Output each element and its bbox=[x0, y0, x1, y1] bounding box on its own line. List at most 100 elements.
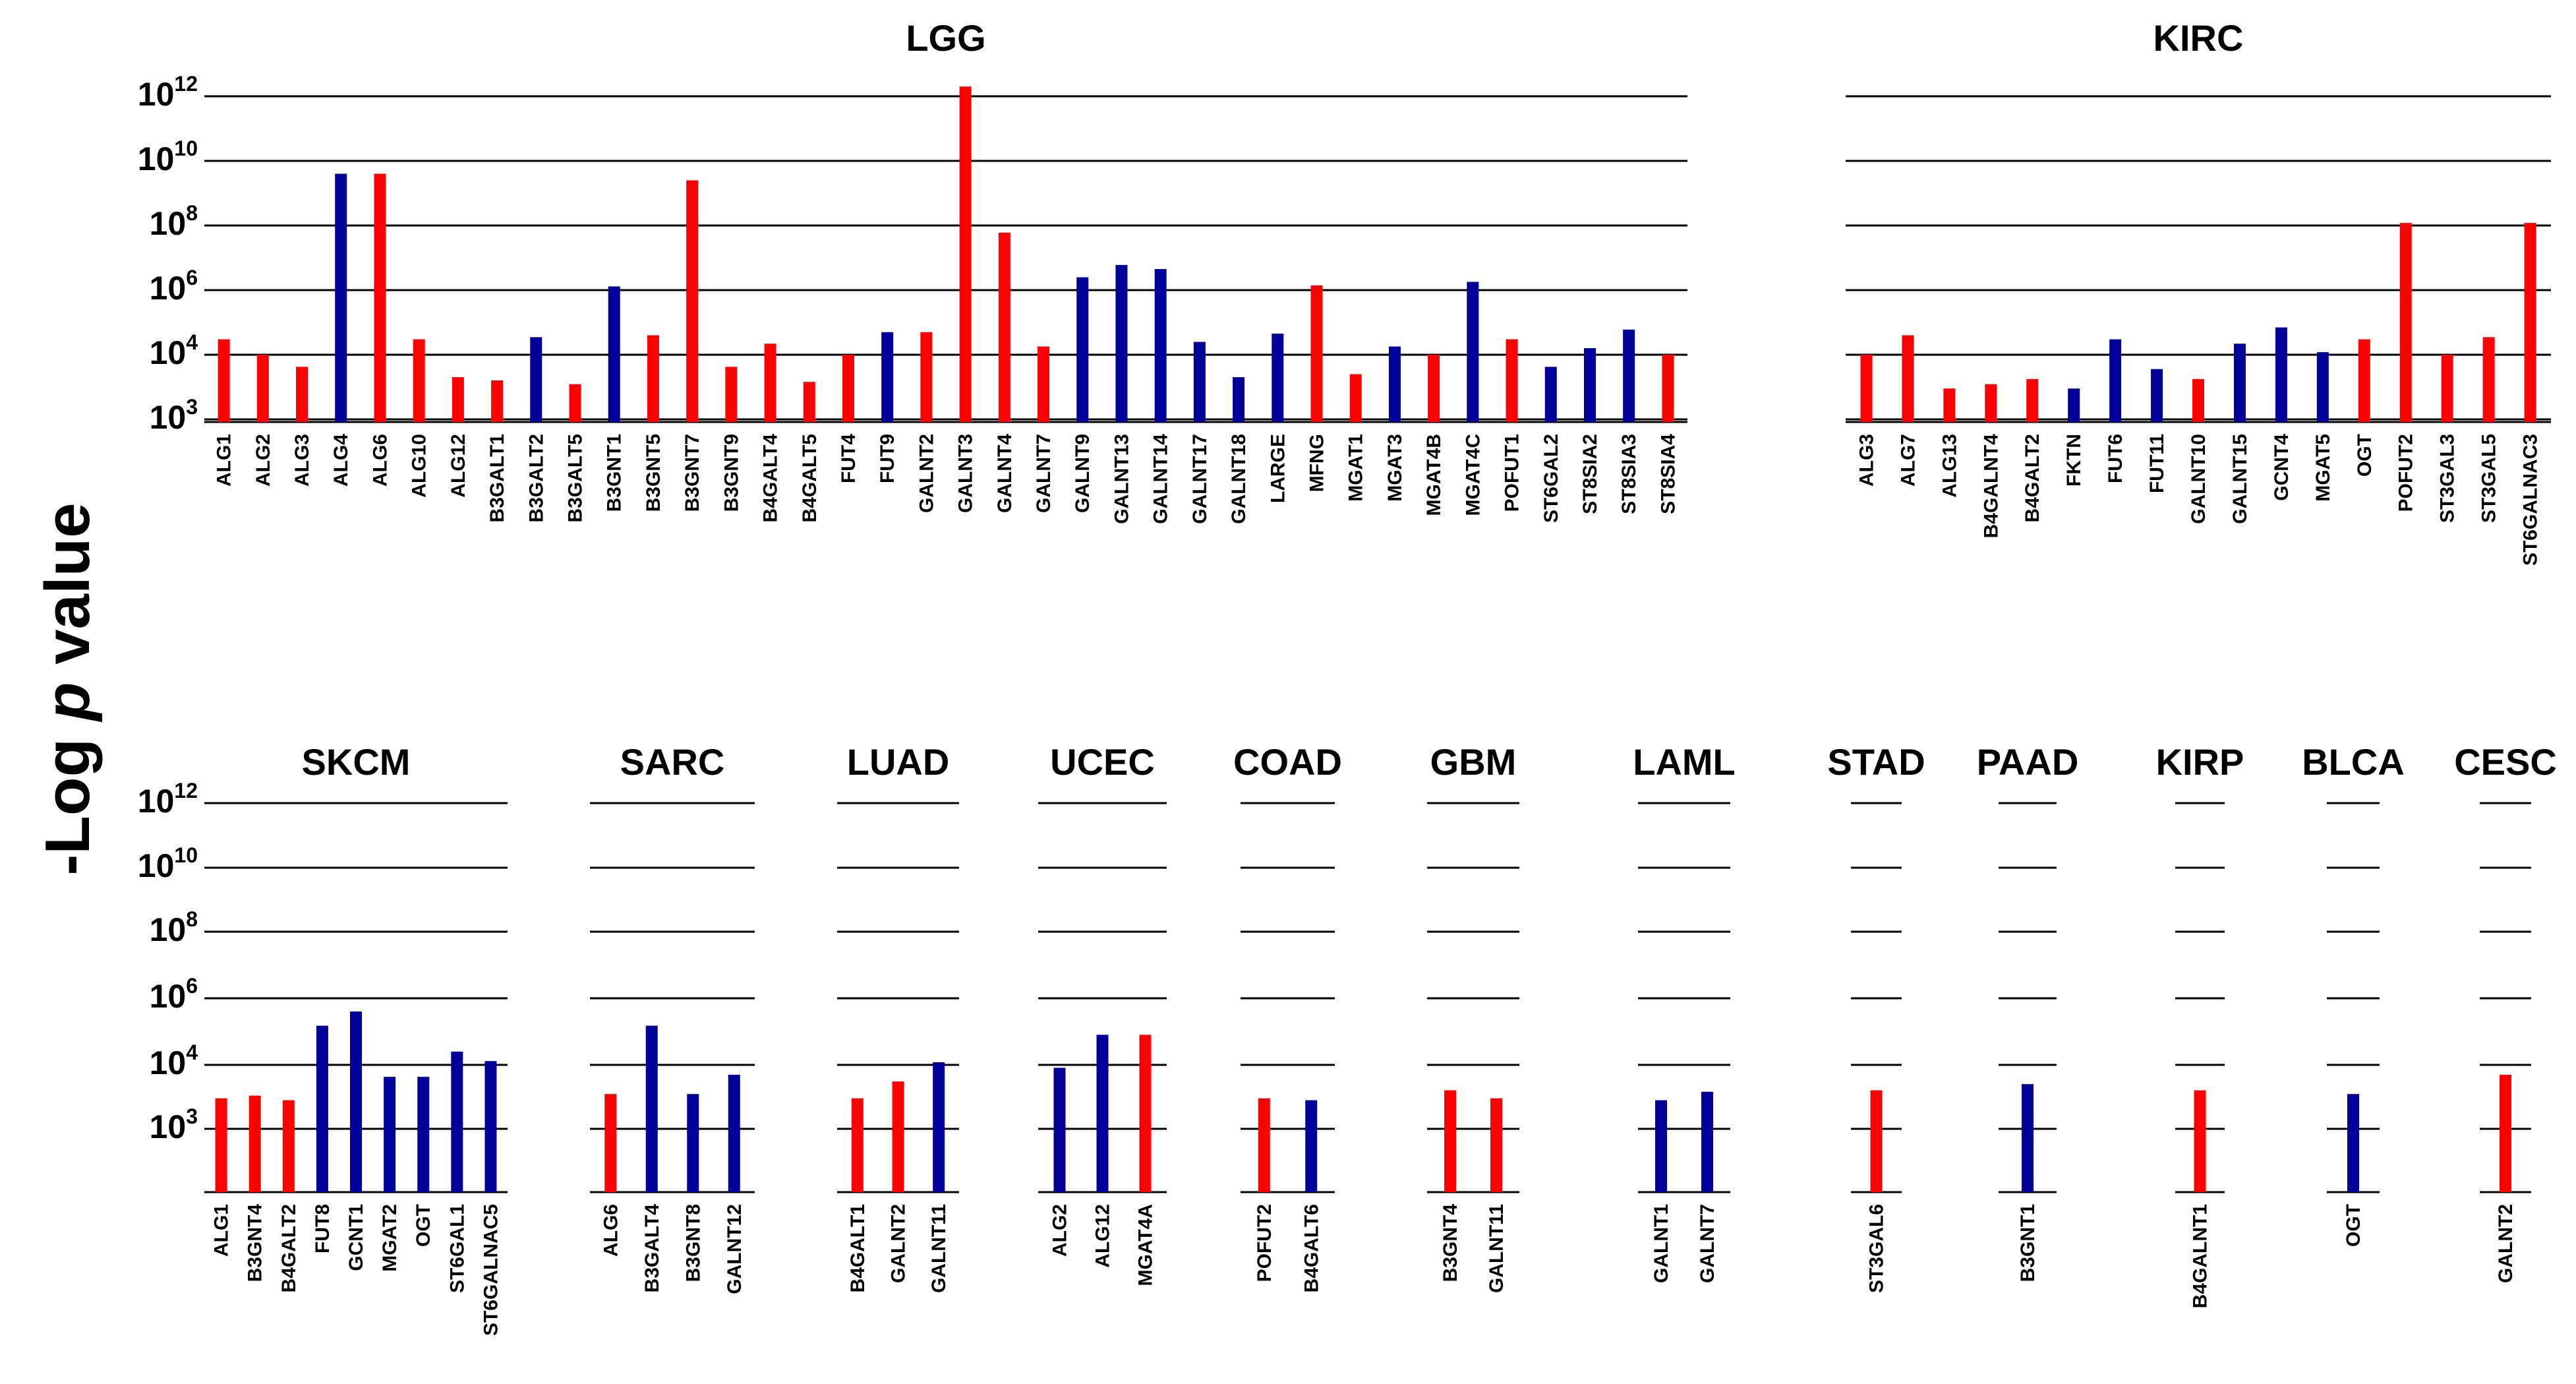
y-tick-label: 106 bbox=[150, 974, 198, 1015]
bar-ogt bbox=[2347, 1094, 2359, 1192]
category-label: GALNT17 bbox=[1189, 434, 1211, 524]
chart-panels: LGG 1012 1010 108 106 104 103 ALG1 ALG2 ALG3 ALG4 A… bbox=[138, 17, 2557, 1336]
bar-mgat3 bbox=[1388, 346, 1401, 422]
panel-paad: PAAD B3GNT1 bbox=[1977, 741, 2079, 1282]
bar-galnt14 bbox=[1154, 268, 1167, 422]
category-label: GALNT3 bbox=[955, 434, 977, 513]
y-axis-title: -Log p value bbox=[32, 502, 103, 875]
category-label: ALG3 bbox=[291, 434, 313, 487]
category-label: OGT bbox=[2354, 434, 2376, 477]
panel-title: SKCM bbox=[302, 741, 411, 783]
bar-galnt4 bbox=[998, 232, 1010, 422]
category-label: GALNT14 bbox=[1150, 434, 1172, 524]
category-label: ALG12 bbox=[448, 434, 469, 498]
bar-alg2 bbox=[256, 355, 269, 422]
category-label: ALG12 bbox=[1092, 1204, 1114, 1268]
panel-lgg: LGG 1012 1010 108 106 104 103 ALG1 ALG2 ALG3 ALG4 A… bbox=[138, 17, 1687, 524]
y-tick-label: 1012 bbox=[138, 72, 198, 113]
category-label: B4GALT2 bbox=[278, 1204, 300, 1292]
bar-galnt11 bbox=[933, 1062, 945, 1192]
bar-galnt9 bbox=[1076, 277, 1089, 422]
bar-b3gnt9 bbox=[725, 367, 738, 422]
bar-galnt12 bbox=[728, 1075, 740, 1192]
category-label: GALNT11 bbox=[928, 1204, 950, 1293]
bar-alg6 bbox=[604, 1094, 617, 1192]
category-label: GALNT4 bbox=[994, 434, 1016, 513]
category-label: OGT bbox=[2343, 1204, 2364, 1247]
bar-b3gnt7 bbox=[686, 180, 699, 422]
bar-b4galt1 bbox=[851, 1098, 864, 1192]
bar-mgat4c bbox=[1467, 282, 1479, 422]
bar-galnt7 bbox=[1038, 346, 1050, 422]
category-label: GALNT9 bbox=[1072, 434, 1094, 513]
bar-b3gnt1 bbox=[608, 286, 620, 422]
bar-ogt bbox=[2358, 339, 2370, 422]
category-label: ALG13 bbox=[1939, 434, 1960, 498]
panel-sarc: SARC ALG6 B3GALT4 B3GNT8 GALNT12 bbox=[590, 741, 755, 1294]
y-tick-label: 104 bbox=[150, 1040, 198, 1081]
category-label: MGAT4B bbox=[1423, 434, 1445, 516]
category-label: MFNG bbox=[1306, 434, 1328, 492]
y-axis-title-suffix: value bbox=[32, 502, 103, 682]
bar-galnt7 bbox=[1701, 1091, 1713, 1192]
bar-pofut2 bbox=[1258, 1098, 1270, 1192]
category-label: B3GALT5 bbox=[565, 434, 587, 522]
bar-alg4 bbox=[335, 173, 347, 422]
category-label: GCNT4 bbox=[2271, 434, 2293, 501]
panel-stad: STAD ST3GAL6 bbox=[1827, 741, 1925, 1293]
panel-title: LGG bbox=[906, 17, 985, 59]
bar-fut11 bbox=[2151, 369, 2163, 422]
bar-st3gal3 bbox=[2441, 355, 2453, 422]
bar-mgat4a bbox=[1139, 1035, 1152, 1192]
category-label: GALNT2 bbox=[2495, 1204, 2517, 1283]
panel-title: PAAD bbox=[1977, 741, 2079, 783]
y-tick-label: 103 bbox=[150, 1104, 198, 1145]
bar-mfng bbox=[1310, 285, 1323, 422]
category-label: B3GNT7 bbox=[682, 434, 703, 512]
category-label: ST3GAL6 bbox=[1866, 1204, 1888, 1293]
bar-alg3 bbox=[296, 367, 308, 422]
bar-alg1 bbox=[215, 1098, 227, 1192]
category-label: ALG1 bbox=[214, 434, 235, 487]
bar-alg2 bbox=[1053, 1068, 1066, 1192]
bar-b3gnt8 bbox=[687, 1094, 699, 1192]
y-tick-label: 103 bbox=[150, 395, 198, 436]
bar-st8sia2 bbox=[1583, 347, 1596, 422]
bar-pofut1 bbox=[1506, 339, 1518, 422]
category-label: ST6GALNAC3 bbox=[2520, 434, 2542, 566]
panel-blca: BLCA OGT bbox=[2302, 741, 2405, 1247]
bar-st6gal1 bbox=[451, 1051, 463, 1192]
bar-st6gal2 bbox=[1544, 367, 1557, 422]
bar-galnt15 bbox=[2233, 344, 2246, 422]
bar-b4galt5 bbox=[803, 382, 815, 422]
panel-skcm: SKCM 1012 1010 108 106 104 103 ALG1 B3GNT4 B4GALT… bbox=[138, 741, 508, 1336]
category-label: GCNT1 bbox=[345, 1204, 367, 1271]
bar-alg1 bbox=[218, 339, 230, 422]
category-label: B3GNT8 bbox=[682, 1204, 704, 1282]
category-label: GALNT10 bbox=[2188, 434, 2210, 524]
bar-galnt2 bbox=[920, 332, 933, 422]
bar-fut9 bbox=[881, 332, 894, 422]
y-tick-label: 1010 bbox=[138, 136, 198, 177]
category-label: ALG6 bbox=[369, 434, 391, 487]
category-label: MGAT4A bbox=[1135, 1204, 1157, 1286]
bar-galnt13 bbox=[1115, 264, 1128, 422]
bar-galnt10 bbox=[2192, 378, 2204, 422]
category-label: B4GALT2 bbox=[2022, 434, 2043, 522]
bar-galnt3 bbox=[959, 86, 972, 423]
bar-b3galt4 bbox=[645, 1025, 658, 1192]
category-label: ST3GAL3 bbox=[2437, 434, 2459, 523]
panel-title: KIRP bbox=[2156, 741, 2244, 783]
category-label: B3GNT1 bbox=[2017, 1204, 2039, 1282]
category-label: B4GALNT1 bbox=[2190, 1204, 2211, 1308]
category-label: ALG2 bbox=[252, 434, 274, 487]
y-tick-label: 1012 bbox=[138, 779, 198, 820]
category-label: ST6GAL1 bbox=[446, 1204, 468, 1293]
category-label: B3GNT1 bbox=[604, 434, 626, 512]
category-label: ALG7 bbox=[1897, 434, 1919, 487]
panel-title: COAD bbox=[1233, 741, 1342, 783]
bar-b4galnt1 bbox=[2194, 1090, 2206, 1192]
category-label: B3GNT9 bbox=[720, 434, 742, 512]
category-label: B3GNT4 bbox=[1440, 1204, 1461, 1282]
